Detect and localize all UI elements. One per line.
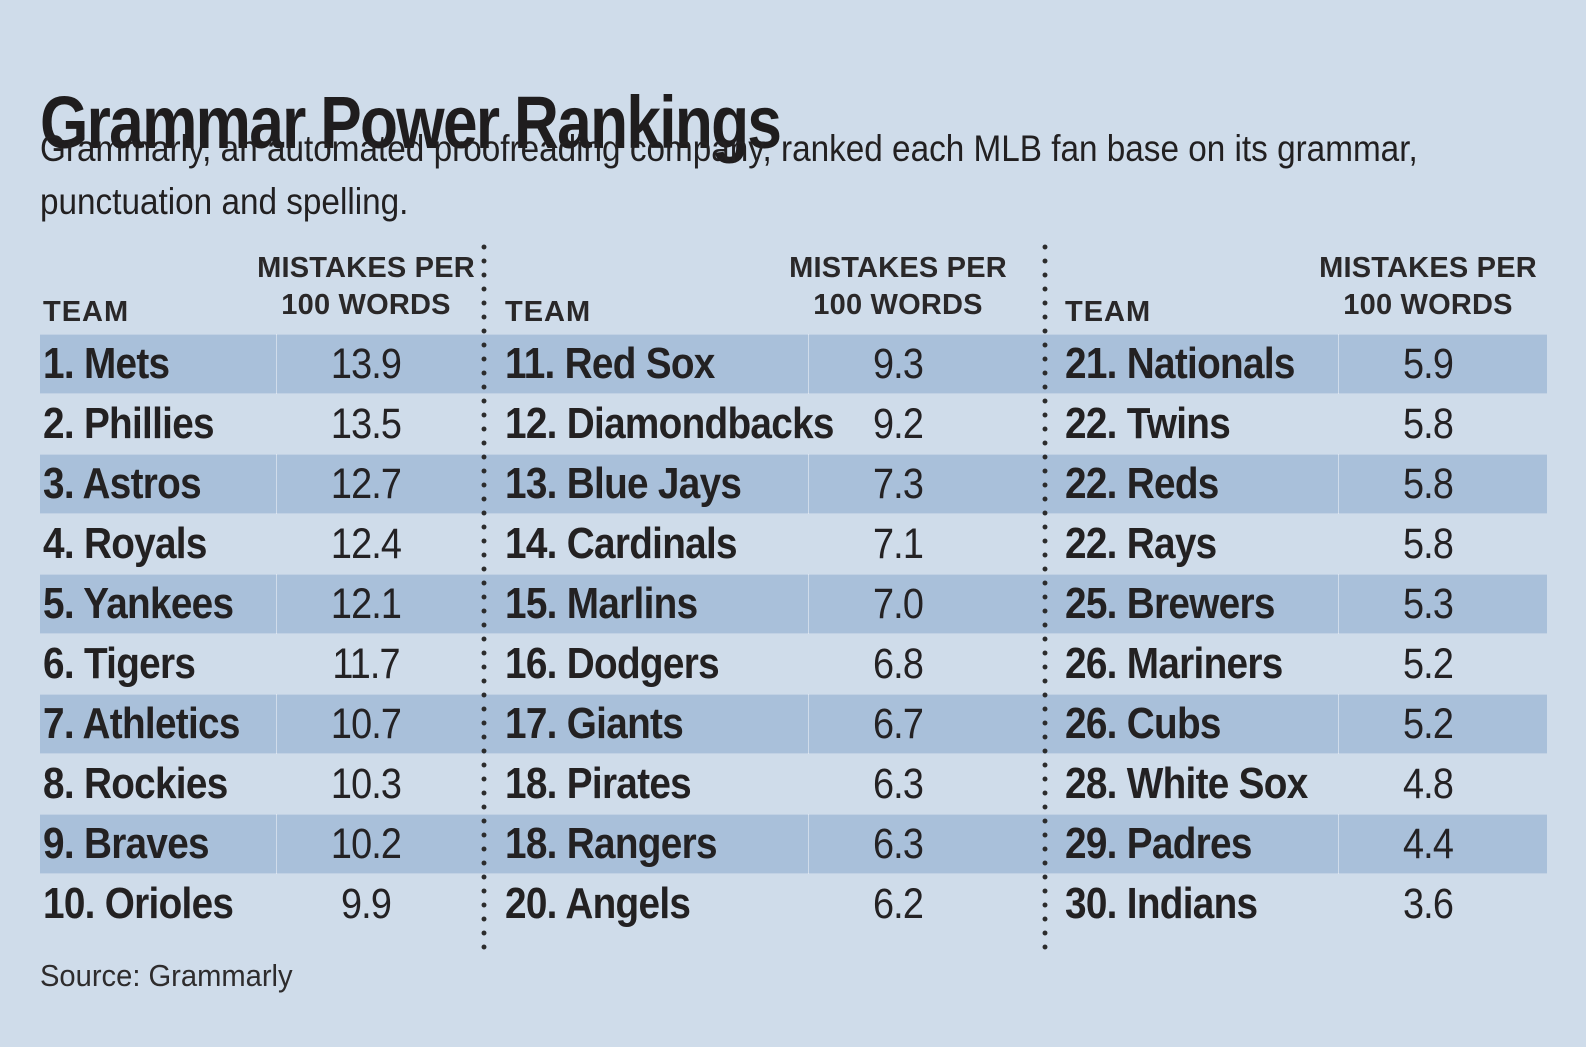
table-row: 7. Athletics 10.7 17. Giants 6.7 26. Cub… xyxy=(40,694,1547,754)
mistakes-value: 12.1 xyxy=(330,580,402,628)
mistakes-value: 4.4 xyxy=(1403,820,1454,868)
mistakes-value: 5.2 xyxy=(1403,700,1454,748)
column-header-mistakes-line2: 100 WORDS xyxy=(281,289,451,321)
team-label: 14. Cardinals xyxy=(505,519,738,568)
team-label: 6. Tigers xyxy=(43,639,196,688)
mistakes-value: 10.2 xyxy=(330,820,402,868)
team-label: 18. Rangers xyxy=(505,819,717,868)
team-label: 1. Mets xyxy=(43,339,170,388)
mistakes-value: 6.3 xyxy=(873,820,924,868)
team-label: 17. Giants xyxy=(505,699,684,748)
team-label: 12. Diamondbacks xyxy=(505,399,834,448)
mistakes-value: 3.6 xyxy=(1403,880,1454,928)
mistakes-value: 5.3 xyxy=(1403,580,1454,628)
team-label: 26. Cubs xyxy=(1065,699,1221,748)
column-header-mistakes-line2: 100 WORDS xyxy=(813,289,983,321)
team-label: 18. Pirates xyxy=(505,759,692,808)
mistakes-value: 4.8 xyxy=(1403,760,1454,808)
table-row: 9. Braves 10.2 18. Rangers 6.3 29. Padre… xyxy=(40,814,1547,874)
mistakes-value: 5.8 xyxy=(1403,400,1454,448)
source-credit: Source: Grammarly xyxy=(40,958,293,993)
mistakes-value: 6.2 xyxy=(873,880,924,928)
mistakes-value: 13.9 xyxy=(330,340,402,388)
team-label: 25. Brewers xyxy=(1065,579,1275,628)
team-label: 4. Royals xyxy=(43,519,207,568)
mistakes-value: 9.9 xyxy=(341,880,392,928)
team-label: 21. Nationals xyxy=(1065,339,1295,388)
column-header-mistakes-line1: MISTAKES PER xyxy=(1319,252,1537,284)
table-row: 6. Tigers 11.7 16. Dodgers 6.8 26. Marin… xyxy=(40,634,1547,694)
subtitle-line-2: punctuation and spelling. xyxy=(40,181,409,222)
team-label: 11. Red Sox xyxy=(505,339,715,388)
rankings-table: 1. Mets 13.9 11. Red Sox 9.3 21. Nationa… xyxy=(40,334,1547,934)
table-row: 10. Orioles 9.9 20. Angels 6.2 30. India… xyxy=(40,874,1547,934)
team-label: 20. Angels xyxy=(505,879,691,928)
team-label: 13. Blue Jays xyxy=(505,459,742,508)
mistakes-value: 5.9 xyxy=(1403,340,1454,388)
column-header-team-1: TEAM xyxy=(43,296,130,328)
column-header-team-3: TEAM xyxy=(1065,296,1152,328)
mistakes-value: 5.2 xyxy=(1403,640,1454,688)
table-row: 1. Mets 13.9 11. Red Sox 9.3 21. Nationa… xyxy=(40,334,1547,394)
column-header-mistakes-line1: MISTAKES PER xyxy=(257,252,475,284)
mistakes-value: 12.4 xyxy=(330,520,402,568)
dotted-divider-2 xyxy=(1042,240,1048,952)
team-label: 28. White Sox xyxy=(1065,759,1308,808)
mistakes-value: 5.8 xyxy=(1403,460,1454,508)
team-label: 10. Orioles xyxy=(43,879,234,928)
mistakes-value: 12.7 xyxy=(330,460,402,508)
team-label: 22. Twins xyxy=(1065,399,1231,448)
table-row: 3. Astros 12.7 13. Blue Jays 7.3 22. Red… xyxy=(40,454,1547,514)
mistakes-value: 9.3 xyxy=(873,340,924,388)
table-row: 5. Yankees 12.1 15. Marlins 7.0 25. Brew… xyxy=(40,574,1547,634)
team-label: 3. Astros xyxy=(43,459,202,508)
team-label: 5. Yankees xyxy=(43,579,234,628)
subtitle-line-1: Grammarly, an automated proofreading com… xyxy=(40,128,1418,169)
column-header-mistakes-line1: MISTAKES PER xyxy=(789,252,1007,284)
column-header-mistakes-3: MISTAKES PER 100 WORDS xyxy=(1278,250,1578,324)
team-label: 15. Marlins xyxy=(505,579,698,628)
team-label: 7. Athletics xyxy=(43,699,240,748)
dotted-divider-1 xyxy=(481,240,487,952)
mistakes-value: 7.0 xyxy=(873,580,924,628)
mistakes-value: 9.2 xyxy=(873,400,924,448)
column-header-mistakes-2: MISTAKES PER 100 WORDS xyxy=(748,250,1048,324)
column-header-team-2: TEAM xyxy=(505,296,592,328)
mistakes-value: 5.8 xyxy=(1403,520,1454,568)
mistakes-value: 7.1 xyxy=(873,520,924,568)
table-row: 2. Phillies 13.5 12. Diamondbacks 9.2 22… xyxy=(40,394,1547,454)
mistakes-value: 13.5 xyxy=(330,400,402,448)
team-label: 16. Dodgers xyxy=(505,639,720,688)
column-header-mistakes-1: MISTAKES PER 100 WORDS xyxy=(216,250,516,324)
team-label: 9. Braves xyxy=(43,819,210,868)
column-header-mistakes-line2: 100 WORDS xyxy=(1343,289,1513,321)
team-label: 2. Phillies xyxy=(43,399,215,448)
mistakes-value: 6.7 xyxy=(873,700,924,748)
mistakes-value: 10.3 xyxy=(330,760,402,808)
team-label: 22. Reds xyxy=(1065,459,1219,508)
team-label: 26. Mariners xyxy=(1065,639,1283,688)
subtitle: Grammarly, an automated proofreading com… xyxy=(40,122,1418,228)
table-row: 4. Royals 12.4 14. Cardinals 7.1 22. Ray… xyxy=(40,514,1547,574)
mistakes-value: 10.7 xyxy=(330,700,402,748)
mistakes-value: 7.3 xyxy=(873,460,924,508)
table-row: 8. Rockies 10.3 18. Pirates 6.3 28. Whit… xyxy=(40,754,1547,814)
team-label: 30. Indians xyxy=(1065,879,1258,928)
mistakes-value: 6.3 xyxy=(873,760,924,808)
mistakes-value: 6.8 xyxy=(873,640,924,688)
page-title: Grammar Power Rankings xyxy=(40,80,782,164)
team-label: 8. Rockies xyxy=(43,759,228,808)
mistakes-value: 11.7 xyxy=(332,640,400,688)
team-label: 22. Rays xyxy=(1065,519,1217,568)
team-label: 29. Padres xyxy=(1065,819,1252,868)
